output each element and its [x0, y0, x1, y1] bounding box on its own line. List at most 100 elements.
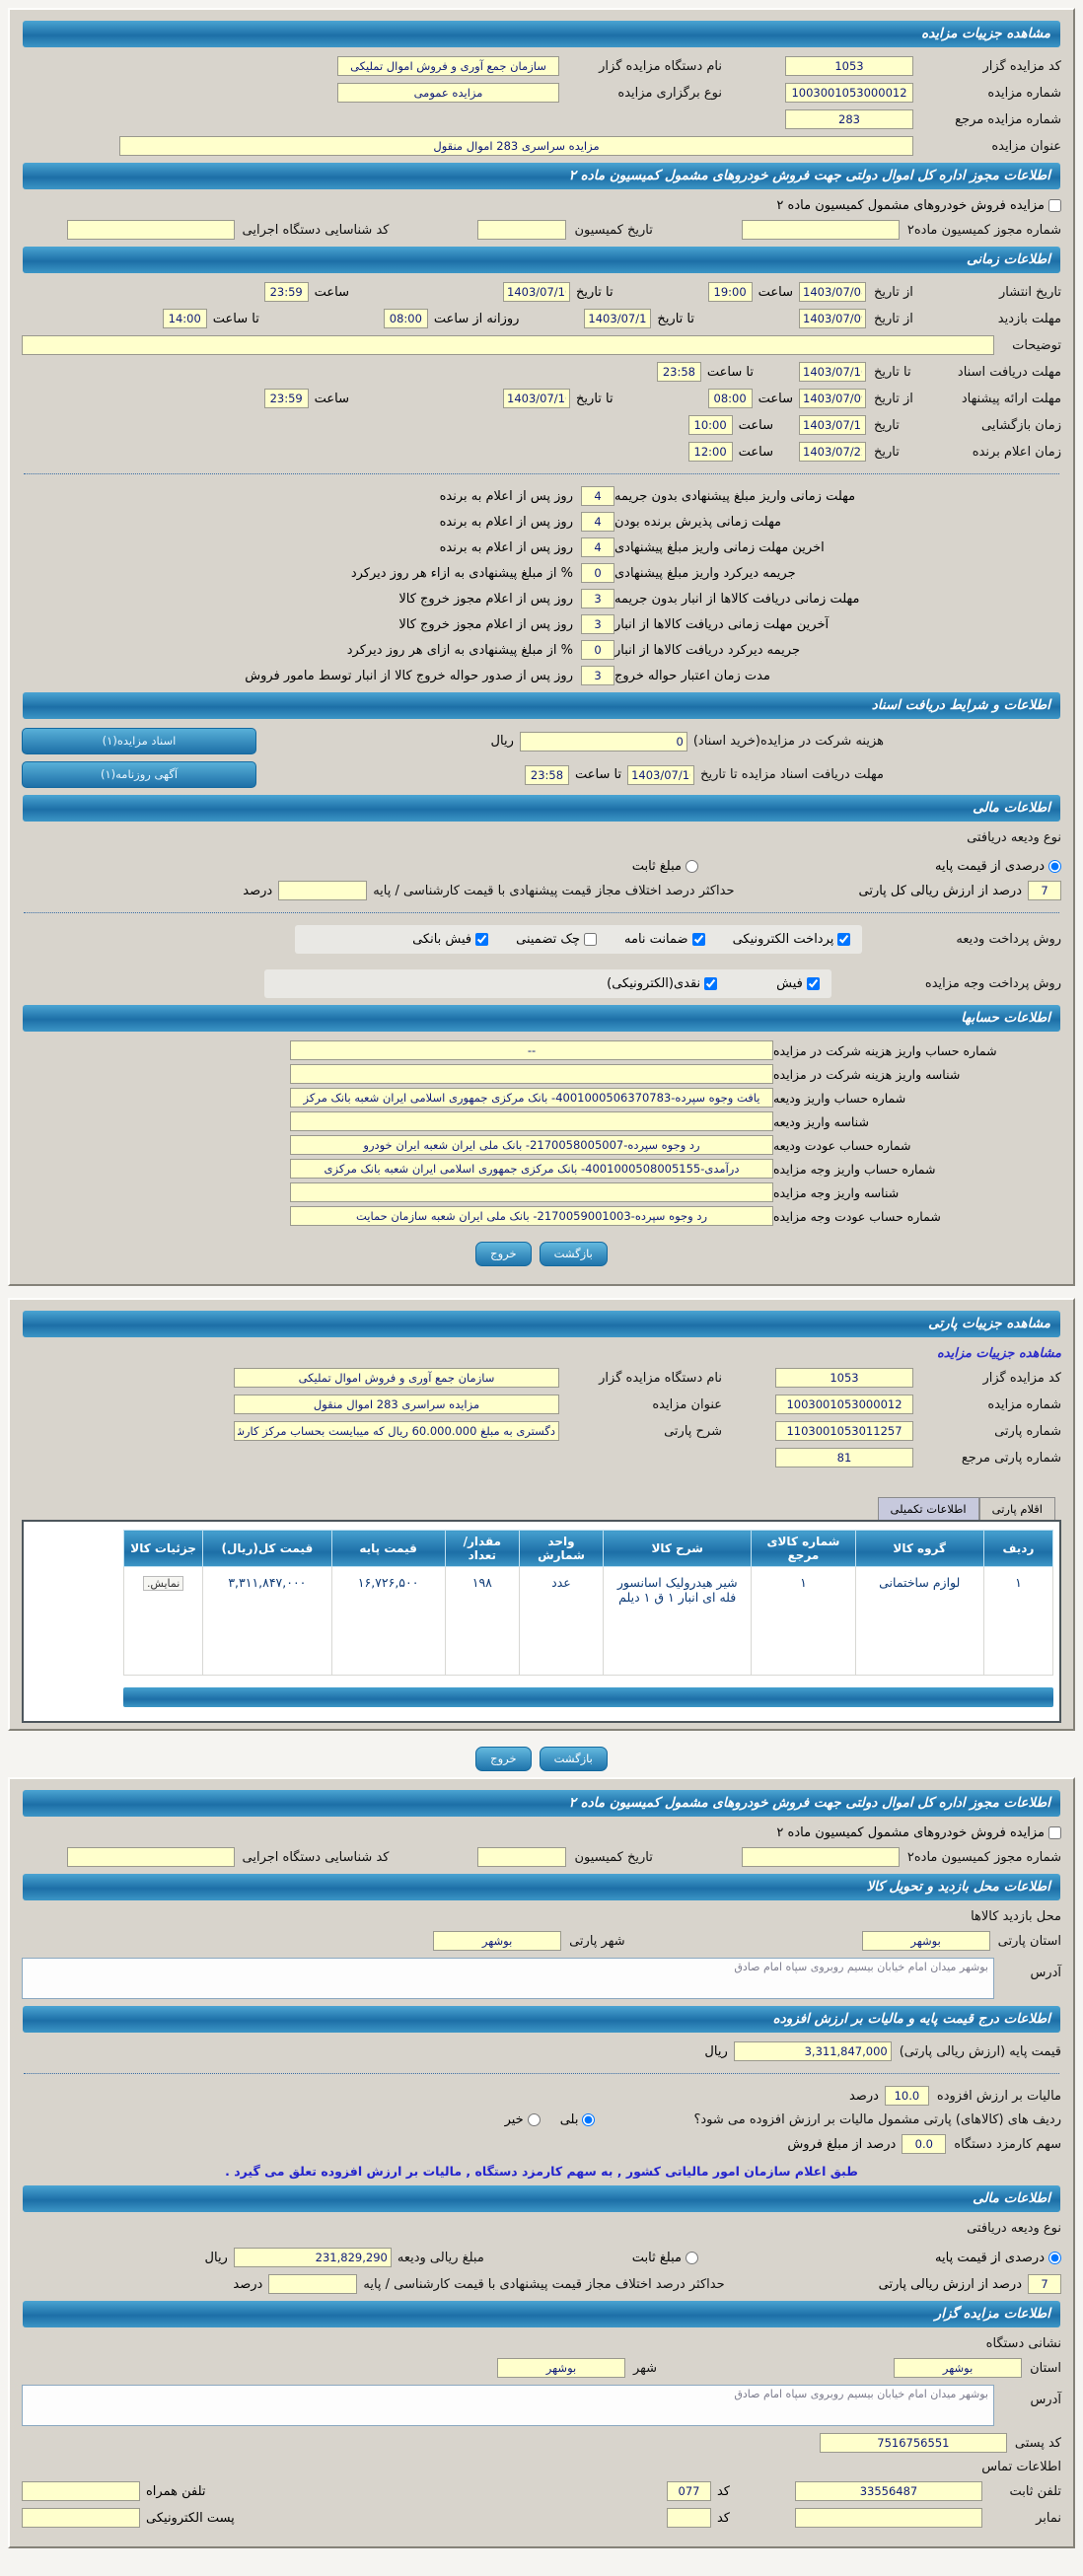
description-input[interactable]: [22, 335, 994, 355]
party-ref-input[interactable]: [775, 1448, 913, 1467]
vat-input[interactable]: [884, 2086, 929, 2106]
docs-to-date-input[interactable]: [799, 362, 866, 382]
publish-to-date-input[interactable]: [503, 282, 571, 302]
permit2-no-input[interactable]: [741, 1847, 900, 1867]
bidder-code-input[interactable]: [785, 56, 913, 76]
deposit-fixed-radio[interactable]: [686, 860, 699, 873]
permit-checkbox[interactable]: [1048, 199, 1061, 212]
docs-fee-input[interactable]: [519, 731, 687, 751]
auction-ref-input[interactable]: [785, 109, 913, 129]
deposit-percent-input[interactable]: [1028, 881, 1061, 900]
winner-time-input[interactable]: [687, 442, 733, 462]
method-bankslip-checkbox[interactable]: [475, 933, 489, 946]
party-auction-no-input[interactable]: [775, 1395, 913, 1414]
winner-date-input[interactable]: [799, 442, 866, 462]
offer-from-time-input[interactable]: [707, 389, 753, 408]
deposit-percent-radio[interactable]: [1048, 860, 1061, 873]
visit-from-time-input[interactable]: [383, 309, 428, 328]
account-input[interactable]: [290, 1135, 773, 1155]
party-province-input[interactable]: [861, 1931, 990, 1951]
phone-code-input[interactable]: [666, 2481, 711, 2501]
publish-from-time-input[interactable]: [707, 282, 753, 302]
phone-input[interactable]: [795, 2481, 982, 2501]
penalty-input[interactable]: [581, 563, 614, 583]
visit-to-date-input[interactable]: [584, 309, 652, 328]
permit2-checkbox[interactable]: [1048, 1826, 1061, 1839]
exit-button[interactable]: خروج: [475, 1242, 532, 1266]
penalty-input[interactable]: [581, 512, 614, 532]
party-title-input[interactable]: [234, 1395, 559, 1414]
visit-to-time-input[interactable]: [162, 309, 207, 328]
email-input[interactable]: [22, 2508, 140, 2528]
auction-docs-button[interactable]: اسناد مزایده(۱): [22, 728, 256, 754]
newspaper-ad-button[interactable]: آگهی روزنامه(۱): [22, 761, 256, 788]
party-city-input[interactable]: [433, 1931, 562, 1951]
penalty-input[interactable]: [581, 614, 614, 634]
party-desc-input[interactable]: [234, 1421, 559, 1441]
deposit2-percent-input[interactable]: [1028, 2274, 1061, 2294]
penalty-input[interactable]: [581, 486, 614, 506]
account-input[interactable]: [290, 1159, 773, 1179]
pay-slip-checkbox[interactable]: [806, 977, 820, 990]
penalty-input[interactable]: [581, 537, 614, 557]
method-epay-checkbox[interactable]: [837, 933, 851, 946]
org-address-textarea[interactable]: [22, 2385, 994, 2426]
org-name-input[interactable]: [337, 56, 559, 76]
permit-no-input[interactable]: [741, 220, 900, 240]
exit-button[interactable]: خروج: [475, 1747, 532, 1771]
docs-to-time-input[interactable]: [656, 362, 701, 382]
publish-from-date-input[interactable]: [799, 282, 866, 302]
auction-title-input[interactable]: [119, 136, 913, 156]
visit-from-date-input[interactable]: [799, 309, 866, 328]
maxdiff2-input[interactable]: [268, 2274, 358, 2294]
deposit-amount-input[interactable]: [233, 2248, 392, 2267]
postal-code-input[interactable]: [819, 2433, 1007, 2453]
opening-date-input[interactable]: [799, 415, 866, 435]
account-input[interactable]: [290, 1182, 773, 1202]
party-bidder-code-input[interactable]: [775, 1368, 913, 1388]
method-guarantee-checkbox[interactable]: [691, 933, 705, 946]
party-no-input[interactable]: [775, 1421, 913, 1441]
org-province-input[interactable]: [894, 2358, 1023, 2378]
mobile-input[interactable]: [22, 2481, 140, 2501]
party-org-input[interactable]: [234, 1368, 559, 1388]
vat-yes-radio[interactable]: [582, 2113, 596, 2126]
auction-type-input[interactable]: [337, 83, 559, 103]
back-button[interactable]: بازگشت: [539, 1242, 608, 1266]
account-input[interactable]: [290, 1206, 773, 1226]
docs-deadline-time-input[interactable]: [524, 764, 569, 785]
fax-code-input[interactable]: [666, 2508, 711, 2528]
base-price-input[interactable]: [733, 2041, 892, 2061]
exec-code-input[interactable]: [66, 220, 235, 240]
offer-to-date-input[interactable]: [503, 389, 571, 408]
penalty-input[interactable]: [581, 640, 614, 660]
vat-no-radio[interactable]: [527, 2113, 541, 2126]
penalty-input[interactable]: [581, 589, 614, 608]
org-city-input[interactable]: [497, 2358, 625, 2378]
account-input[interactable]: [290, 1088, 773, 1108]
org-fee-input[interactable]: [902, 2134, 947, 2154]
docs-deadline-date-input[interactable]: [627, 764, 695, 785]
pay-cash-checkbox[interactable]: [704, 977, 718, 990]
penalty-input[interactable]: [581, 666, 614, 685]
auction-no-input[interactable]: [785, 83, 913, 103]
tab-additional-info[interactable]: اطلاعات تکمیلی: [877, 1497, 979, 1520]
fax-input[interactable]: [795, 2508, 982, 2528]
offer-from-date-input[interactable]: [799, 389, 866, 408]
maxdiff-input[interactable]: [278, 881, 368, 900]
party-address-textarea[interactable]: [22, 1958, 994, 1999]
show-item-details-link[interactable]: نمایش.: [142, 1576, 184, 1591]
exec-code2-input[interactable]: [66, 1847, 235, 1867]
permit2-date-input[interactable]: [477, 1847, 567, 1867]
account-input[interactable]: [290, 1111, 773, 1131]
deposit2-fixed-radio[interactable]: [686, 2251, 699, 2264]
opening-time-input[interactable]: [687, 415, 733, 435]
publish-to-time-input[interactable]: [263, 282, 309, 302]
permit-date-input[interactable]: [477, 220, 567, 240]
back-button[interactable]: بازگشت: [539, 1747, 608, 1771]
offer-to-time-input[interactable]: [263, 389, 309, 408]
deposit2-percent-radio[interactable]: [1048, 2251, 1061, 2264]
tab-party-items[interactable]: اقلام پارتی: [978, 1497, 1055, 1520]
account-input[interactable]: [290, 1064, 773, 1084]
method-check-checkbox[interactable]: [584, 933, 598, 946]
